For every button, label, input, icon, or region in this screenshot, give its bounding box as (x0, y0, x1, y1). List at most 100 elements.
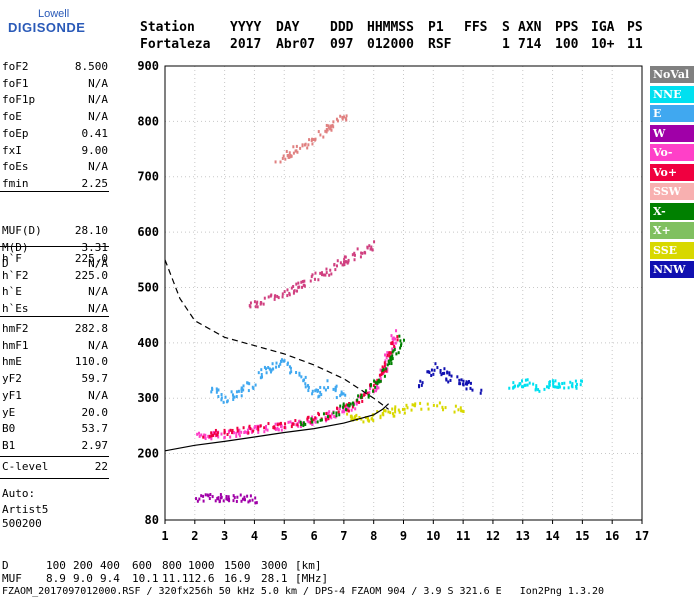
echo-point (251, 498, 254, 502)
echo-point (275, 365, 278, 369)
echo-point (387, 410, 390, 414)
echo-point (450, 374, 453, 378)
echo-point (331, 412, 334, 416)
header-value: 097 (330, 37, 354, 52)
echo-point (290, 370, 293, 374)
echo-point (295, 144, 298, 148)
echo-point (343, 257, 346, 261)
x-tick-label: 14 (545, 529, 559, 543)
echo-point (554, 379, 557, 383)
echo-point (253, 300, 256, 304)
echo-point (222, 400, 225, 404)
echo-point (217, 395, 220, 399)
echo-point (232, 397, 235, 401)
echo-point (469, 381, 472, 385)
echo-point (289, 366, 292, 370)
header-value: 012000 (367, 37, 414, 52)
param-value: 28.10 (74, 224, 108, 237)
param-row: foEs N/A (2, 160, 108, 177)
x-tick-label: 15 (575, 529, 589, 543)
param-value: 8.500 (74, 60, 108, 73)
echo-point (286, 294, 289, 298)
param-value: 0.41 (81, 126, 109, 140)
echo-point (537, 388, 540, 392)
echo-point (320, 271, 323, 275)
echo-point (361, 251, 364, 255)
echo-point (381, 368, 384, 372)
echo-point (316, 420, 319, 424)
echo-point (466, 382, 469, 386)
echo-point (521, 379, 524, 383)
echo-point (247, 389, 250, 393)
echo-point (211, 387, 214, 391)
header-value: 1 (502, 37, 510, 52)
echo-point (410, 408, 413, 412)
echo-point (421, 381, 424, 385)
echo-point (459, 382, 462, 386)
footer-value: 12.6 (188, 572, 215, 585)
echo-point (391, 340, 394, 344)
echo-point (524, 378, 527, 382)
param-value: 22 (94, 460, 108, 473)
header-label: HHMMSS (367, 20, 414, 35)
echo-point (392, 349, 395, 353)
echo-point (231, 393, 234, 397)
echo-point (247, 431, 250, 435)
echo-point (220, 432, 223, 436)
echo-point (453, 410, 456, 414)
echo-point (351, 253, 354, 257)
echo-point (295, 282, 298, 286)
echo-point (223, 436, 226, 440)
echo-point (360, 417, 363, 421)
echo-point (381, 365, 384, 369)
echo-point (239, 493, 242, 497)
echo-point (444, 406, 447, 410)
echo-point (341, 115, 344, 119)
param-row: B1 2.97 (2, 439, 108, 456)
echo-point (384, 359, 387, 363)
param-name: hmE (2, 355, 22, 369)
echo-point (316, 389, 319, 393)
param-row: B0 53.7 (2, 422, 108, 439)
echo-point (433, 368, 436, 372)
echo-point (204, 433, 207, 437)
echo-point (307, 385, 310, 389)
echo-point (524, 383, 527, 387)
echo-point (534, 387, 537, 391)
echo-point (314, 416, 317, 420)
echo-point (327, 125, 330, 129)
echo-point (414, 402, 417, 406)
echo-point (382, 368, 385, 372)
echo-point (246, 381, 249, 385)
echo-point (403, 407, 406, 411)
y-tick-label: 300 (137, 391, 159, 405)
echo-point (389, 411, 392, 415)
echo-point (227, 498, 230, 502)
echo-point (259, 424, 262, 428)
echo-point (218, 499, 221, 503)
echo-point (336, 407, 339, 411)
echo-point (303, 279, 306, 283)
echo-point (254, 501, 257, 505)
echo-point (359, 255, 362, 259)
echo-point (335, 396, 338, 400)
echo-point (456, 375, 459, 379)
echo-point (225, 496, 228, 500)
echo-point (279, 359, 282, 363)
echo-point (343, 255, 346, 259)
header-value: Fortaleza (140, 37, 211, 52)
header-label: FFS (464, 20, 488, 35)
param-row: yE 20.0 (2, 406, 108, 423)
echo-point (391, 354, 394, 358)
echo-point (216, 388, 219, 392)
footer-row-label: D (2, 559, 9, 572)
echo-point (215, 431, 218, 435)
echo-point (216, 496, 219, 500)
echo-point (390, 362, 393, 366)
echo-point (202, 499, 205, 503)
echo-point (277, 364, 280, 368)
echo-point (198, 434, 201, 438)
echo-point (343, 260, 346, 264)
echo-point (383, 409, 386, 413)
echo-point (552, 382, 555, 386)
